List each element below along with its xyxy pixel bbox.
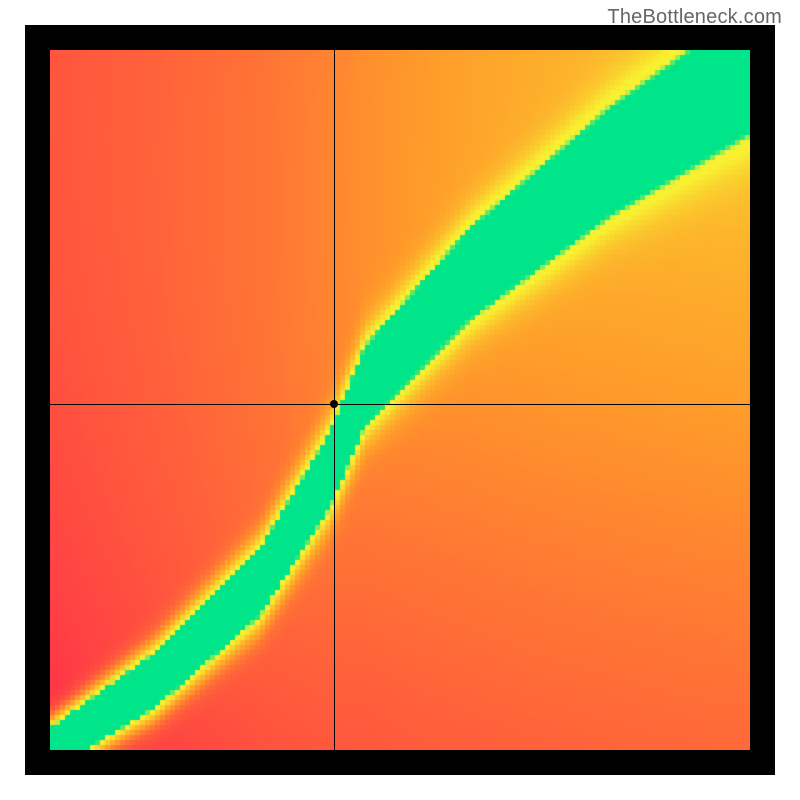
heatmap-canvas <box>50 50 750 750</box>
crosshair-horizontal <box>50 404 750 405</box>
plot-frame <box>25 25 775 775</box>
chart-container: TheBottleneck.com <box>0 0 800 800</box>
plot-area <box>50 50 750 750</box>
crosshair-marker <box>330 400 338 408</box>
watermark-text: TheBottleneck.com <box>607 6 782 29</box>
